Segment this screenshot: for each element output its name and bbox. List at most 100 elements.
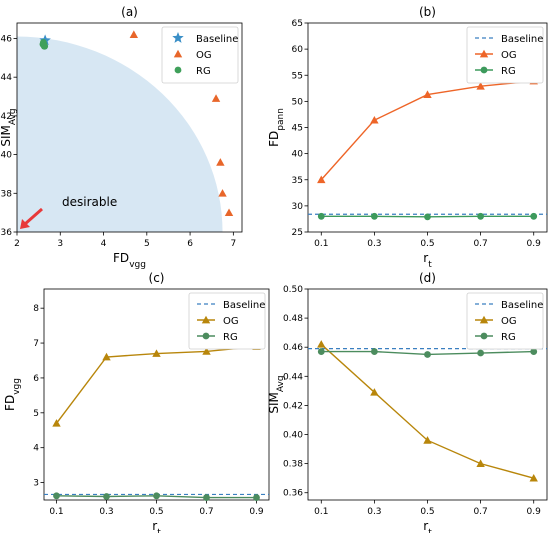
- series-point-rg: [153, 492, 160, 500]
- scatter-point-rg: [41, 42, 49, 50]
- series-point-og: [52, 419, 61, 427]
- x-tick-label: 0.5: [420, 507, 434, 517]
- y-tick-label: 0.38: [283, 460, 303, 470]
- legend-marker-rg: [480, 66, 488, 74]
- legend-label: OG: [223, 316, 239, 327]
- x-axis-label-sub: vgg: [129, 260, 146, 270]
- legend-label: RG: [223, 332, 238, 343]
- series-point-og: [423, 90, 432, 98]
- legend-marker-og: [201, 315, 211, 324]
- y-tick-label: 0.44: [283, 372, 303, 382]
- y-tick-label: 25: [292, 228, 303, 238]
- series-point-og: [370, 115, 379, 124]
- y-tick-label: 50: [292, 97, 304, 107]
- panel-title: (c): [149, 271, 165, 285]
- y-axis-label-sub: Avg: [8, 108, 18, 125]
- legend-label: OG: [196, 50, 212, 61]
- x-axis-label-main: FD: [113, 251, 129, 265]
- scatter-point-og: [211, 94, 221, 102]
- x-axis-label-sub: t: [428, 528, 432, 533]
- y-tick-label: 7: [33, 339, 39, 349]
- y-tick-label: 0.38: [0, 189, 12, 199]
- y-tick-label: 3: [33, 479, 39, 489]
- legend-marker-og: [479, 49, 489, 58]
- series-point-rg: [477, 349, 485, 357]
- series-point-rg: [370, 212, 378, 220]
- y-axis-label-main: FD: [267, 131, 281, 147]
- series-point-og: [317, 340, 326, 348]
- series-point-og: [102, 352, 111, 361]
- y-tick-label: 30: [292, 202, 304, 212]
- y-tick-label: 0.40: [283, 431, 303, 441]
- y-tick-label: 4: [33, 444, 39, 454]
- y-tick-label: 0.46: [283, 343, 303, 353]
- axes-frame: [16, 22, 243, 233]
- series-point-rg: [424, 213, 431, 221]
- x-axis-label: FDvgg: [113, 251, 146, 270]
- panel-title: (a): [121, 5, 138, 19]
- legend-label: RG: [501, 332, 516, 343]
- x-tick-label: 0.7: [473, 507, 487, 517]
- y-tick-label: 5: [33, 409, 39, 419]
- x-tick-label: 3: [57, 239, 63, 249]
- x-axis-label-main: r: [423, 519, 428, 533]
- panel-c: 0.1 0.3 0.5 0.7 0.9 3 4 5 6 7 8 (c) rt FDvgg Baseline O…: [3, 271, 270, 533]
- series-point-rg: [53, 492, 60, 500]
- legend-label: RG: [196, 66, 211, 77]
- y-tick-label: 35: [292, 176, 303, 186]
- x-tick-label: 0.1: [314, 239, 328, 249]
- legend-marker-rg: [480, 332, 488, 340]
- y-axis-label: FDvgg: [3, 378, 22, 411]
- legend-label: RG: [501, 66, 516, 77]
- series-point-og: [529, 473, 538, 482]
- y-tick-label: 0.40: [0, 151, 12, 161]
- series-line-og: [55, 345, 257, 424]
- series-line-og: [320, 343, 534, 479]
- x-tick-label: 0.1: [49, 507, 63, 517]
- scatter-point-og: [218, 189, 227, 197]
- y-axis-label-main: SIM: [267, 392, 281, 414]
- y-tick-label: 0.48: [283, 314, 303, 324]
- x-tick-label: 0.9: [249, 507, 264, 517]
- panel-title: (d): [419, 271, 436, 285]
- x-tick-label: 0.3: [99, 507, 113, 517]
- legend-marker-og: [479, 315, 489, 324]
- y-axis-label-sub: vgg: [12, 378, 22, 395]
- y-tick-label: 6: [33, 374, 39, 384]
- y-axis-label: SIMAvg: [267, 375, 286, 413]
- scatter-point-og: [129, 30, 139, 38]
- y-tick-label: 0.36: [0, 228, 12, 238]
- annotation-arrow: [24, 207, 43, 226]
- series-point-rg: [103, 493, 110, 500]
- x-tick-label: 6: [187, 239, 193, 249]
- scatter-point-og: [224, 208, 234, 217]
- panel-d: 0.1 0.3 0.5 0.7 0.9 0.36 0.38 0.40 0.42 0.44 0.46 0…: [267, 271, 548, 533]
- legend-marker-og: [173, 49, 183, 58]
- series-point-rg: [530, 212, 538, 220]
- series-point-rg: [370, 348, 378, 355]
- x-axis-label-main: r: [152, 519, 157, 533]
- x-tick-label: 0.5: [420, 239, 434, 249]
- annotation-arrowhead: [20, 219, 30, 229]
- legend-label: Baseline: [223, 300, 265, 311]
- x-tick-label: 0.3: [367, 507, 381, 517]
- y-tick-label: 0.42: [0, 112, 12, 122]
- y-axis-label-sub: Avg: [276, 375, 286, 392]
- y-tick-label: 0.50: [283, 285, 303, 295]
- series-point-rg: [203, 494, 210, 501]
- series-point-rg: [477, 212, 485, 220]
- shaded-region: [17, 36, 223, 232]
- x-tick-label: 0.7: [473, 239, 487, 249]
- x-tick-label: 0.9: [527, 507, 542, 517]
- y-tick-label: 55: [292, 71, 303, 81]
- series-point-og: [370, 388, 379, 396]
- series-point-rg: [317, 212, 325, 220]
- x-axis-label-main: r: [423, 251, 428, 265]
- x-tick-label: 0.7: [199, 507, 213, 517]
- series-point-og: [476, 459, 485, 467]
- y-axis-label-main: FD: [3, 395, 17, 411]
- legend-label: OG: [501, 50, 517, 61]
- x-axis-label: rt: [423, 251, 432, 270]
- series-point-og: [202, 347, 211, 355]
